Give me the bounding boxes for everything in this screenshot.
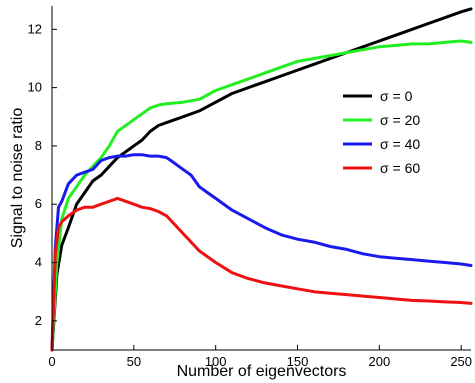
y-tick-label: 10 [28,80,42,95]
y-tick-label: 12 [28,21,42,36]
y-tick-label: 8 [35,138,42,153]
x-tick-label: 150 [287,354,309,369]
series-line-2 [50,153,473,352]
ticks: 0 50 100 150 200 250 2 4 6 8 10 12 [28,21,473,369]
x-tick-label: 50 [127,354,141,369]
legend-label-0: σ = 0 [380,88,413,104]
plot-area [50,7,473,352]
series-line-0 [50,7,473,352]
legend: σ = 0 σ = 20 σ = 40 σ = 60 [343,88,420,176]
x-tick-label: 250 [450,354,472,369]
y-axis-title: Signal to noise ratio [9,108,26,249]
x-tick-label: 0 [48,354,55,369]
x-tick-label: 200 [368,354,390,369]
legend-label-1: σ = 20 [380,112,420,128]
legend-label-2: σ = 40 [380,136,420,152]
legend-label-3: σ = 60 [380,160,420,176]
y-tick-label: 4 [35,255,42,270]
series-line-3 [50,196,473,352]
axes [51,6,471,351]
y-tick-label: 6 [35,196,42,211]
x-axis-title: Number of eigenvectors [177,363,347,380]
y-tick-label: 2 [35,313,42,328]
x-tick-label: 100 [205,354,227,369]
